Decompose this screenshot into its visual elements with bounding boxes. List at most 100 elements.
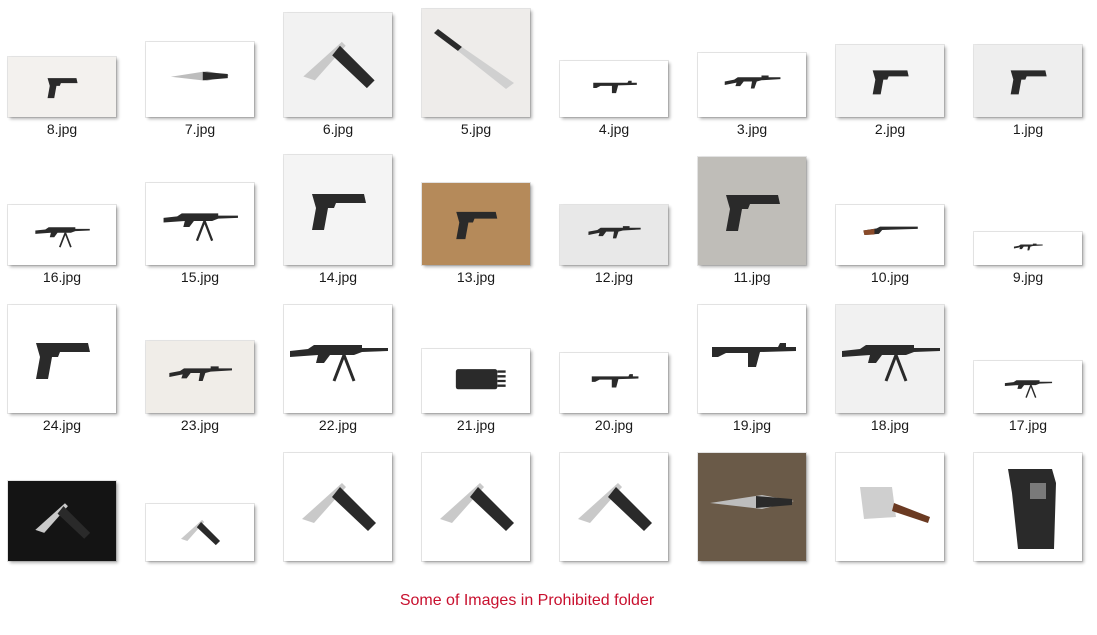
file-name[interactable]: 3.jpg xyxy=(736,121,768,137)
file-name[interactable]: 21.jpg xyxy=(456,417,496,433)
file-name[interactable]: 10.jpg xyxy=(870,269,910,285)
thumbnail[interactable] xyxy=(698,157,806,265)
file-item[interactable]: 2.jpg xyxy=(828,9,966,137)
thumbnail-frame xyxy=(414,9,552,117)
knife-icon xyxy=(710,495,794,509)
thumbnail[interactable] xyxy=(560,353,668,413)
thumbnail[interactable] xyxy=(284,305,392,413)
file-name[interactable]: 12.jpg xyxy=(594,269,634,285)
thumbnail-frame xyxy=(690,305,828,413)
holster-icon xyxy=(1008,469,1056,549)
thumbnail[interactable] xyxy=(698,305,806,413)
thumbnail[interactable] xyxy=(8,305,116,413)
file-name[interactable]: 4.jpg xyxy=(598,121,630,137)
file-name[interactable]: 18.jpg xyxy=(870,417,910,433)
file-name[interactable]: 7.jpg xyxy=(184,121,216,137)
file-name[interactable]: 24.jpg xyxy=(42,417,82,433)
file-item[interactable]: 26.jpg xyxy=(828,453,966,561)
file-item[interactable]: 14.jpg xyxy=(276,155,414,285)
file-item[interactable]: 7.jpg xyxy=(138,9,276,137)
thumbnail[interactable] xyxy=(8,57,116,117)
thumbnail-frame xyxy=(276,155,414,265)
thumbnail[interactable] xyxy=(698,453,806,561)
thumbnail[interactable] xyxy=(422,349,530,413)
file-item[interactable]: 27.jpg xyxy=(690,453,828,561)
file-name[interactable]: 5.jpg xyxy=(460,121,492,137)
thumbnail[interactable] xyxy=(836,453,944,561)
file-item[interactable]: 4.jpg xyxy=(552,9,690,137)
file-item[interactable]: 24.jpg xyxy=(0,305,138,433)
file-item[interactable]: 12.jpg xyxy=(552,157,690,285)
thumbnail-frame xyxy=(276,9,414,117)
file-item[interactable]: 8.jpg xyxy=(0,9,138,137)
thumbnail[interactable] xyxy=(146,183,254,265)
thumbnail[interactable] xyxy=(836,205,944,265)
thumbnail[interactable] xyxy=(974,45,1082,117)
file-name[interactable]: 20.jpg xyxy=(594,417,634,433)
file-name[interactable]: 8.jpg xyxy=(46,121,78,137)
thumbnail[interactable] xyxy=(284,453,392,561)
file-item[interactable]: 25.jpg xyxy=(966,453,1097,561)
file-item[interactable]: 20.jpg xyxy=(552,305,690,433)
file-name[interactable]: 11.jpg xyxy=(733,269,771,285)
file-item[interactable]: 9.jpg xyxy=(966,157,1097,285)
file-item[interactable]: 29.jpg xyxy=(414,453,552,561)
shotgun-icon xyxy=(863,226,918,235)
thumbnail[interactable] xyxy=(422,9,530,117)
thumbnail[interactable] xyxy=(146,341,254,413)
file-item[interactable]: 32.jpg xyxy=(0,453,138,561)
thumbnail-frame xyxy=(276,305,414,413)
folding-knife-icon xyxy=(302,483,376,531)
file-item[interactable]: 30.jpg xyxy=(276,453,414,561)
file-item[interactable]: 22.jpg xyxy=(276,305,414,433)
file-name[interactable]: 19.jpg xyxy=(732,417,772,433)
file-item[interactable]: 1.jpg xyxy=(966,9,1097,137)
file-item[interactable]: 18.jpg xyxy=(828,305,966,433)
thumbnail[interactable] xyxy=(146,42,254,117)
thumbnail[interactable] xyxy=(560,205,668,265)
file-item[interactable]: 15.jpg xyxy=(138,157,276,285)
file-name[interactable]: 14.jpg xyxy=(318,269,358,285)
file-name[interactable]: 1.jpg xyxy=(1012,121,1044,137)
thumbnail[interactable] xyxy=(8,481,116,561)
file-name[interactable]: 23.jpg xyxy=(180,417,220,433)
file-item[interactable]: 13.jpg xyxy=(414,157,552,285)
file-name[interactable]: 13.jpg xyxy=(456,269,496,285)
thumbnail[interactable] xyxy=(284,155,392,265)
thumbnail[interactable] xyxy=(974,453,1082,561)
file-item[interactable]: 28.jpg xyxy=(552,453,690,561)
file-item[interactable]: 3.jpg xyxy=(690,9,828,137)
file-name[interactable]: 22.jpg xyxy=(318,417,358,433)
cleaver-icon xyxy=(860,487,930,523)
file-item[interactable]: 21.jpg xyxy=(414,305,552,433)
file-item[interactable]: 10.jpg xyxy=(828,157,966,285)
thumbnail[interactable] xyxy=(974,232,1082,265)
thumbnail[interactable] xyxy=(560,61,668,117)
thumbnail[interactable] xyxy=(284,13,392,117)
thumbnail[interactable] xyxy=(422,183,530,265)
file-name[interactable]: 2.jpg xyxy=(874,121,906,137)
file-name[interactable]: 16.jpg xyxy=(42,269,82,285)
thumbnail[interactable] xyxy=(146,504,254,561)
file-name[interactable]: 15.jpg xyxy=(180,269,220,285)
thumbnail[interactable] xyxy=(8,205,116,265)
file-item[interactable]: 6.jpg xyxy=(276,9,414,137)
file-item[interactable]: 11.jpg xyxy=(690,157,828,285)
thumbnail[interactable] xyxy=(836,305,944,413)
file-item[interactable]: 17.jpg xyxy=(966,305,1097,433)
thumbnail[interactable] xyxy=(974,361,1082,413)
thumbnail[interactable] xyxy=(836,45,944,117)
thumbnail-frame xyxy=(0,9,138,117)
file-item[interactable]: 23.jpg xyxy=(138,305,276,433)
file-name[interactable]: 9.jpg xyxy=(1012,269,1044,285)
thumbnail[interactable] xyxy=(560,453,668,561)
thumbnail[interactable] xyxy=(698,53,806,117)
file-name[interactable]: 6.jpg xyxy=(322,121,354,137)
file-item[interactable]: 16.jpg xyxy=(0,157,138,285)
file-name[interactable]: 17.jpg xyxy=(1008,417,1048,433)
file-item[interactable]: 31.jpg xyxy=(138,453,276,561)
thumbnail[interactable] xyxy=(422,453,530,561)
file-item[interactable]: 5.jpg xyxy=(414,9,552,137)
file-item[interactable]: 19.jpg xyxy=(690,305,828,433)
